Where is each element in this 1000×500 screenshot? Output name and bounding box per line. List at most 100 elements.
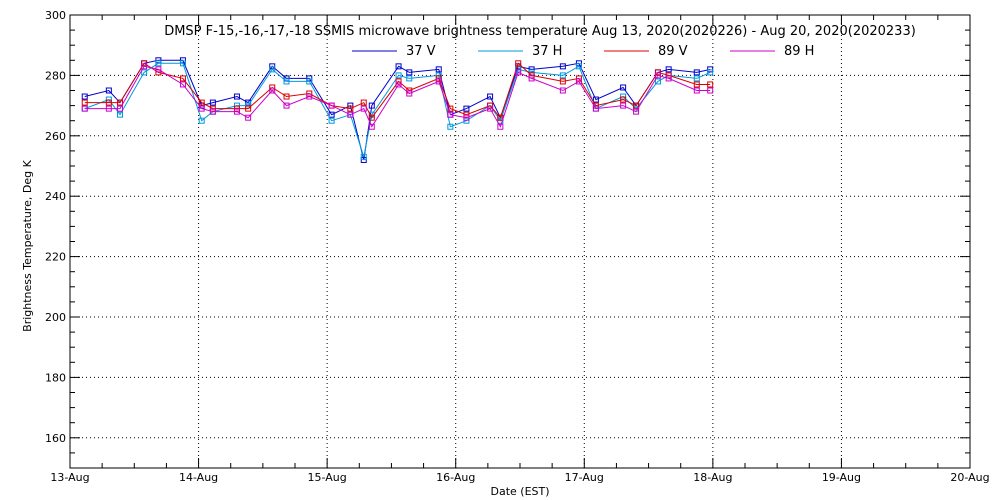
x-tick-label: 15-Aug (308, 471, 347, 484)
data-point-37-h (395, 72, 402, 79)
data-point-89-v (559, 78, 566, 85)
data-point-37-v (406, 69, 413, 76)
data-point-37-v (81, 93, 88, 100)
data-point-37-v (487, 93, 494, 100)
data-point-89-h (306, 93, 313, 100)
data-point-89-v (633, 102, 640, 109)
data-point-37-v (528, 66, 535, 73)
data-point-37-h (306, 78, 313, 85)
data-point-89-h (447, 111, 454, 118)
data-point-89-v (198, 99, 205, 106)
data-point-89-h (105, 105, 112, 112)
data-point-89-h (654, 72, 661, 79)
y-tick-label: 200 (45, 311, 66, 324)
y-tick-label: 160 (45, 432, 66, 445)
data-point-89-v (347, 105, 354, 112)
data-point-89-h (179, 81, 186, 88)
data-point-89-v (179, 75, 186, 82)
data-point-89-h (528, 75, 535, 82)
data-point-89-v (707, 81, 714, 88)
data-point-37-v (620, 84, 627, 91)
data-point-37-v (707, 66, 714, 73)
data-point-37-v (665, 66, 672, 73)
data-point-89-h (81, 105, 88, 112)
data-point-89-h (693, 87, 700, 94)
data-point-37-h (360, 153, 367, 160)
data-point-37-h (654, 78, 661, 85)
data-point-89-h (283, 102, 290, 109)
data-point-89-h (368, 123, 375, 130)
data-point-89-v (117, 99, 123, 106)
data-point-89-v (515, 60, 522, 67)
data-point-37-h (269, 66, 276, 73)
data-point-89-h (633, 108, 640, 115)
data-point-37-v (105, 87, 112, 94)
data-point-37-v (592, 96, 599, 103)
data-point-89-h (487, 105, 494, 112)
data-point-37-h (693, 75, 700, 82)
x-axis-label: Date (EST) (490, 485, 549, 498)
data-point-89-h (233, 108, 240, 115)
series-layer (81, 57, 714, 163)
x-tick-label: 16-Aug (436, 471, 475, 484)
data-point-37-h (105, 96, 112, 103)
data-point-89-v (245, 105, 252, 112)
data-point-89-h (209, 108, 216, 115)
data-point-37-h (328, 117, 335, 124)
data-point-37-h (198, 117, 205, 124)
series-line-89-h (84, 65, 711, 128)
data-point-89-v (620, 96, 627, 103)
x-tick-label: 19-Aug (822, 471, 861, 484)
series-line-37-v (84, 59, 711, 161)
data-point-89-h (245, 114, 252, 121)
data-point-89-h (620, 102, 627, 109)
x-tick-label: 17-Aug (565, 471, 604, 484)
series-line-89-v (84, 62, 711, 119)
x-tick-label: 13-Aug (50, 471, 89, 484)
data-point-37-v (395, 63, 402, 70)
data-point-37-v (559, 63, 566, 70)
chart-title: DMSP F-15,-16,-17,-18 SSMIS microwave br… (164, 24, 916, 39)
data-point-37-h (406, 75, 413, 82)
tick-layer: 160 180 200 220 240 260 280 300 13-Aug 14-Aug 15-A… (45, 9, 990, 484)
data-point-37-h (620, 93, 627, 100)
data-point-89-h (497, 123, 504, 130)
data-point-37-v (435, 66, 442, 73)
data-point-89-h (515, 69, 522, 76)
data-point-89-v (81, 99, 88, 106)
data-point-89-h (360, 105, 367, 112)
data-point-37-v (233, 93, 240, 100)
data-point-37-v (368, 102, 375, 109)
data-point-89-h (328, 102, 335, 109)
data-point-37-v (360, 156, 367, 163)
data-point-37-h (447, 123, 454, 130)
data-point-89-h (463, 114, 470, 121)
data-point-89-h (155, 66, 162, 73)
data-point-89-h (406, 90, 413, 97)
data-point-89-h (559, 87, 566, 94)
data-point-37-v (693, 69, 700, 76)
data-point-37-h (141, 69, 148, 76)
data-point-89-h (269, 87, 276, 94)
data-point-89-h (592, 105, 599, 112)
data-point-37-v (463, 105, 470, 112)
data-point-37-v (209, 99, 216, 106)
y-tick-label: 180 (45, 371, 66, 384)
legend: 37 V 37 H 89 V 89 H (352, 44, 814, 59)
y-tick-label: 300 (45, 9, 66, 22)
data-point-89-v (654, 69, 661, 76)
series-line-37-h (84, 62, 711, 158)
data-point-89-v (368, 114, 375, 121)
data-point-89-v (693, 81, 700, 88)
data-point-89-h (198, 105, 205, 112)
legend-label-89-h: 89 H (784, 44, 814, 59)
data-point-37-h (575, 63, 582, 70)
x-tick-label: 14-Aug (179, 471, 218, 484)
data-point-37-v (328, 111, 335, 118)
y-tick-label: 220 (45, 251, 66, 264)
legend-label-37-h: 37 H (532, 44, 562, 59)
data-point-37-h (707, 69, 714, 76)
data-point-89-v (105, 99, 112, 106)
data-point-89-v (283, 93, 290, 100)
